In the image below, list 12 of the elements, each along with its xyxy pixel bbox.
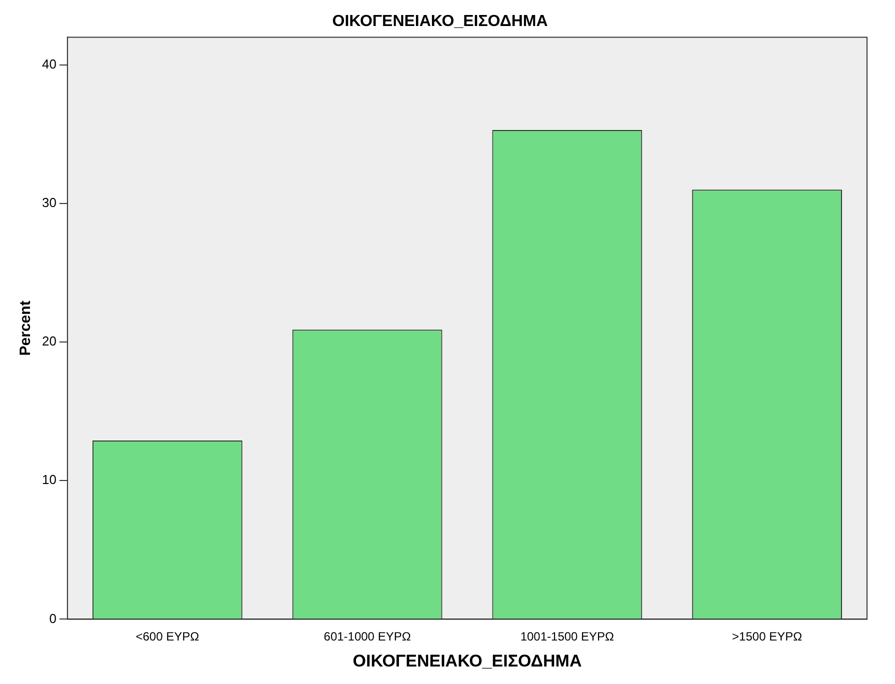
y-tick-label: 0 xyxy=(49,610,56,626)
x-tick-label: <600 ΕΥΡΩ xyxy=(136,630,200,644)
chart-title: ΟΙΚΟΓΕΝΕΙΑΚΟ_ΕΙΣΟΔΗΜΑ xyxy=(332,13,548,30)
y-axis-title: Percent xyxy=(17,300,34,356)
y-tick-label: 30 xyxy=(42,195,56,210)
x-tick-label: 1001-1500 ΕΥΡΩ xyxy=(520,630,614,644)
x-axis-title: ΟΙΚΟΓΕΝΕΙΑΚΟ_ΕΙΣΟΔΗΜΑ xyxy=(352,651,582,670)
x-tick-label: >1500 ΕΥΡΩ xyxy=(732,630,802,644)
x-tick-label: 601-1000 ΕΥΡΩ xyxy=(324,630,411,644)
y-tick-label: 40 xyxy=(42,56,56,72)
y-tick-label: 10 xyxy=(42,472,56,488)
y-tick-label: 20 xyxy=(42,334,56,349)
